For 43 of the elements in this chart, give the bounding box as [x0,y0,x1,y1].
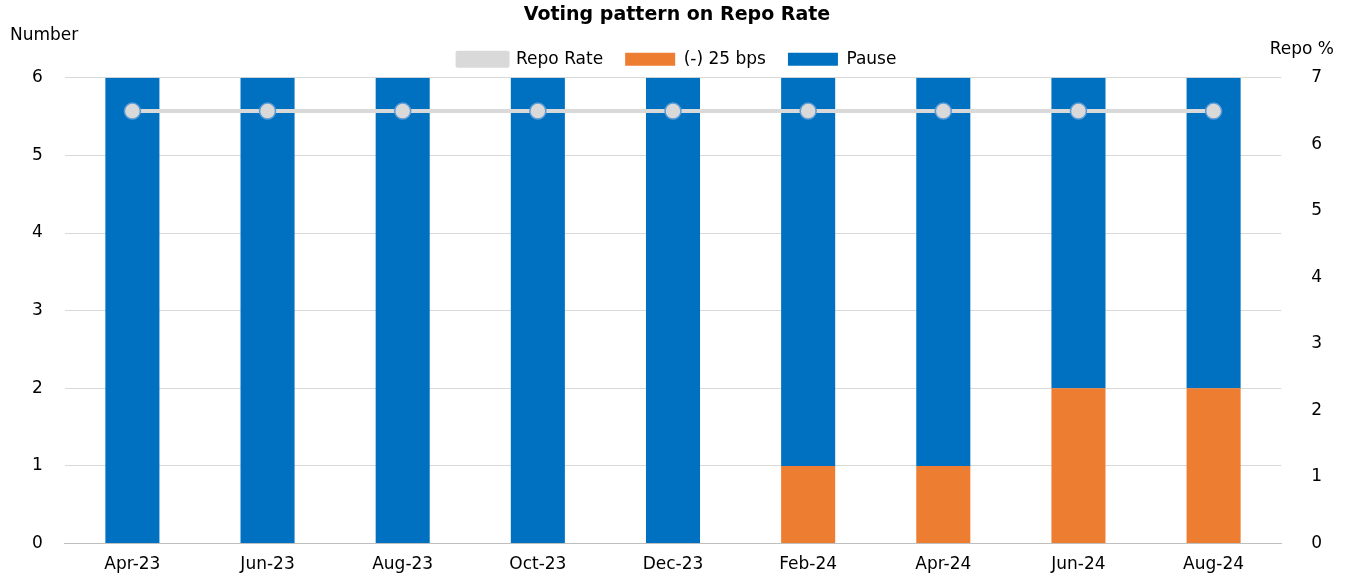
y-tick-label: 0 [31,532,43,553]
bar [645,77,701,544]
x-tick-label: Apr-24 [915,553,972,574]
y2-tick-label: 3 [1311,332,1323,353]
bar [1051,388,1106,544]
bar [1186,388,1241,544]
bar [916,77,971,466]
bar [1051,77,1106,389]
y2-tick-label: 1 [1311,465,1323,486]
bar [916,465,971,544]
bar [510,77,565,544]
y-axis-title: Number [10,23,79,44]
bar [1186,77,1241,389]
bar [105,77,160,544]
bar [240,77,295,544]
y-tick-label: 1 [31,454,43,475]
legend-label: Pause [846,47,897,68]
legend-label: Repo Rate [516,47,604,68]
y2-axis-title: Repo % [1269,37,1334,58]
bar [375,77,430,544]
y-tick-label: 3 [31,299,43,320]
x-tick-label: Apr-23 [104,553,161,574]
legend-label: (-) 25 bps [683,47,767,68]
x-tick-label: Oct-23 [509,553,567,574]
y-tick-label: 6 [31,66,43,87]
y2-tick-label: 6 [1311,132,1323,153]
y2-tick-label: 4 [1311,265,1323,286]
x-tick-label: Jun-23 [239,553,295,574]
y2-tick-label: 5 [1311,199,1323,220]
y-tick-label: 4 [31,221,43,242]
x-tick-label: Jun-24 [1050,553,1106,574]
chart-title: Voting pattern on Repo Rate [523,2,831,25]
y2-tick-label: 0 [1311,532,1323,553]
y2-tick-label: 2 [1311,398,1323,419]
x-tick-label: Dec-23 [642,553,704,574]
x-tick-label: Feb-24 [779,553,838,574]
y2-tick-label: 7 [1311,66,1323,87]
bar [781,77,836,466]
y-tick-label: 2 [31,376,43,397]
y-tick-label: 5 [31,143,43,164]
bar [781,465,836,544]
x-tick-label: Aug-23 [372,553,434,574]
x-tick-label: Aug-24 [1183,553,1245,574]
